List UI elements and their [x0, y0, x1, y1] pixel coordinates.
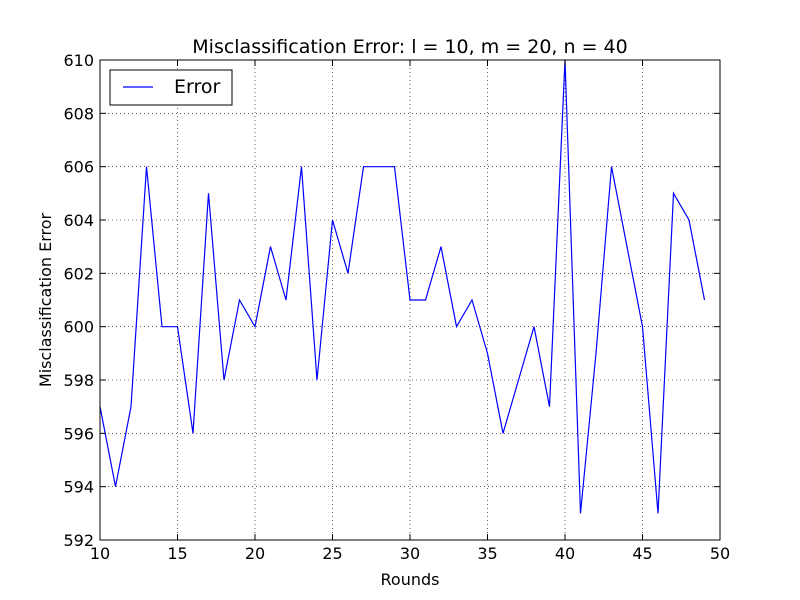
legend: Error — [109, 69, 233, 106]
y-tick-label: 602 — [63, 264, 94, 283]
x-tick-label: 50 — [710, 544, 730, 563]
x-tick-label: 25 — [322, 544, 342, 563]
x-tick-label: 30 — [400, 544, 420, 563]
y-tick-label: 606 — [63, 158, 94, 177]
y-tick-label: 594 — [63, 478, 94, 497]
y-tick-label: 604 — [63, 211, 94, 230]
y-tick-label: 598 — [63, 371, 94, 390]
y-axis-label: Misclassification Error — [36, 213, 55, 388]
y-tick-label: 596 — [63, 424, 94, 443]
y-tick-label: 600 — [63, 318, 94, 337]
y-tick-label: 592 — [63, 531, 94, 550]
x-tick-label: 45 — [632, 544, 652, 563]
y-tick-label: 608 — [63, 104, 94, 123]
x-axis-label: Rounds — [381, 570, 440, 589]
plot-data — [99, 59, 706, 514]
chart-title: Misclassification Error: l = 10, m = 20,… — [192, 36, 627, 58]
series-line-error — [99, 59, 706, 514]
legend-label-error: Error — [174, 76, 221, 98]
x-tick-label: 35 — [477, 544, 497, 563]
x-tick-label: 10 — [90, 544, 110, 563]
x-tick-label: 15 — [167, 544, 187, 563]
y-tick-label: 610 — [63, 51, 94, 70]
axis-ticks: 10 15 20 25 30 35 40 45 50 592 594 596 598 600 602 604 6… — [63, 51, 730, 563]
x-tick-label: 20 — [245, 544, 265, 563]
x-tick-label: 40 — [555, 544, 575, 563]
